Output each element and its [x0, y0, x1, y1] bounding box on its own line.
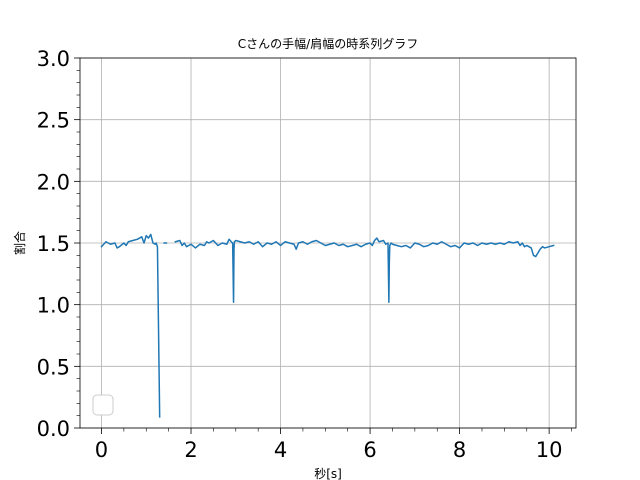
y-tick-label: 0.5	[37, 355, 70, 379]
axis-ticks	[74, 57, 572, 434]
series-line-segment	[174, 237, 555, 303]
y-tick-label: 3.0	[37, 47, 70, 71]
tick-labels: 0 2 4 6 8 10 0.0 0.5 1.0 1.5 2.0 2.5 3.0	[37, 47, 563, 462]
y-tick-label: 1.5	[37, 232, 70, 256]
y-axis-label: 割合	[12, 231, 27, 255]
legend-box	[92, 394, 114, 416]
y-tick-label: 1.0	[37, 294, 70, 318]
x-axis-label: 秒[s]	[314, 467, 342, 480]
series-line-segment	[100, 233, 161, 418]
chart-title: Cさんの手幅/肩幅の時系列グラフ	[238, 36, 418, 51]
x-tick-label: 4	[274, 438, 287, 462]
y-tick-label: 0.0	[37, 417, 70, 441]
series-line	[100, 233, 555, 418]
x-tick-label: 10	[536, 438, 563, 462]
x-tick-label: 0	[95, 438, 108, 462]
y-tick-label: 2.0	[37, 170, 70, 194]
x-tick-label: 6	[363, 438, 376, 462]
x-tick-label: 2	[184, 438, 197, 462]
x-tick-label: 8	[453, 438, 466, 462]
y-tick-label: 2.5	[37, 109, 70, 133]
